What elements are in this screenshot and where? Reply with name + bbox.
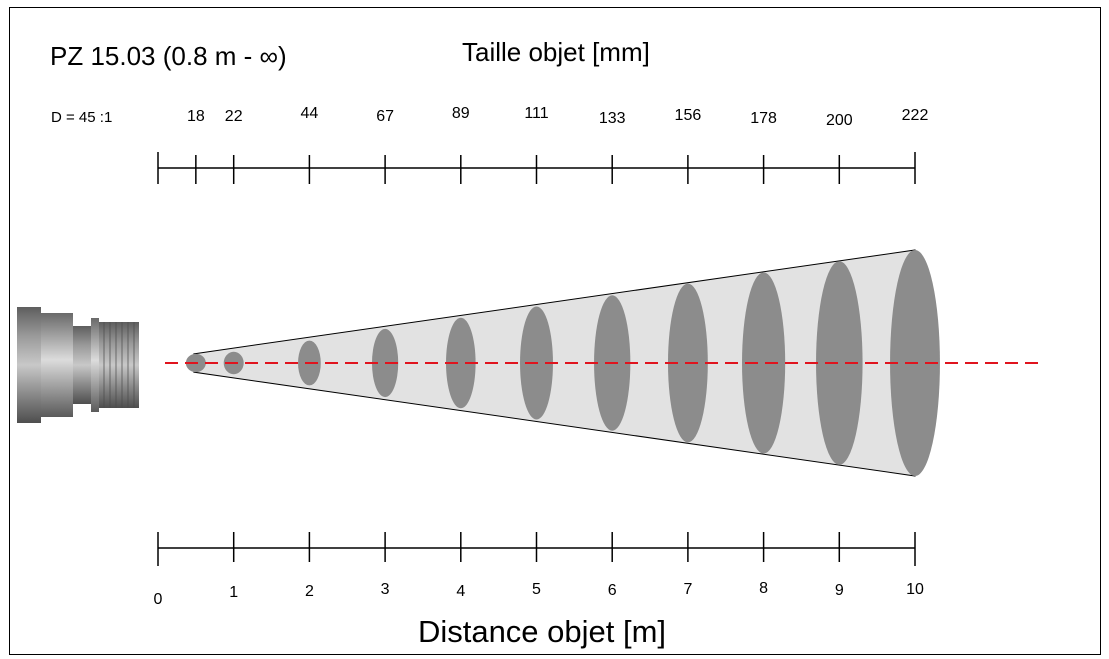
diagram-title: PZ 15.03 (0.8 m - ∞) [50, 41, 287, 71]
top-axis-tick-label: 133 [599, 110, 626, 127]
measurement-spot [446, 317, 476, 409]
top-axis-tick-label: 44 [301, 105, 319, 122]
top-axis-title: Taille objet [mm] [462, 37, 650, 67]
bottom-axis-tick-label: 8 [759, 580, 768, 597]
bottom-axis-tick-label: 1 [229, 584, 238, 601]
bottom-axis-tick-label: 10 [906, 581, 924, 598]
top-axis-tick-label: 222 [902, 107, 929, 124]
bottom-axis-tick-label: 3 [381, 581, 390, 598]
bottom-axis-tick-label: 5 [532, 581, 541, 598]
top-axis-tick-label: 22 [225, 108, 243, 125]
bottom-axis-tick-label: 4 [456, 583, 465, 600]
top-axis: 18 22 44 67 89 111 133 156 178 200 222 [157, 105, 929, 184]
bottom-axis-tick-label: 0 [154, 591, 163, 608]
bottom-axis-tick-label: 7 [683, 581, 692, 598]
bottom-axis: 0 1 2 3 4 5 6 7 8 9 10 [154, 532, 924, 608]
top-axis-tick-label: 111 [524, 105, 548, 122]
distance-ratio-label: D = 45 :1 [51, 109, 112, 126]
top-axis-tick-label: 178 [750, 110, 777, 127]
top-axis-tick-label: 18 [187, 108, 205, 125]
top-axis-tick-label: 67 [376, 108, 394, 125]
sensor-icon [17, 307, 139, 423]
measurement-spot [742, 272, 786, 454]
top-axis-tick-label: 156 [675, 107, 702, 124]
bottom-axis-tick-label: 9 [835, 582, 844, 599]
top-axis-tick-label: 200 [826, 112, 853, 129]
bottom-axis-tick-label: 2 [305, 583, 314, 600]
top-axis-tick-label: 89 [452, 105, 470, 122]
bottom-axis-title: Distance objet [m] [418, 614, 666, 649]
bottom-axis-tick-label: 6 [608, 582, 617, 599]
measurement-spot [816, 261, 863, 465]
